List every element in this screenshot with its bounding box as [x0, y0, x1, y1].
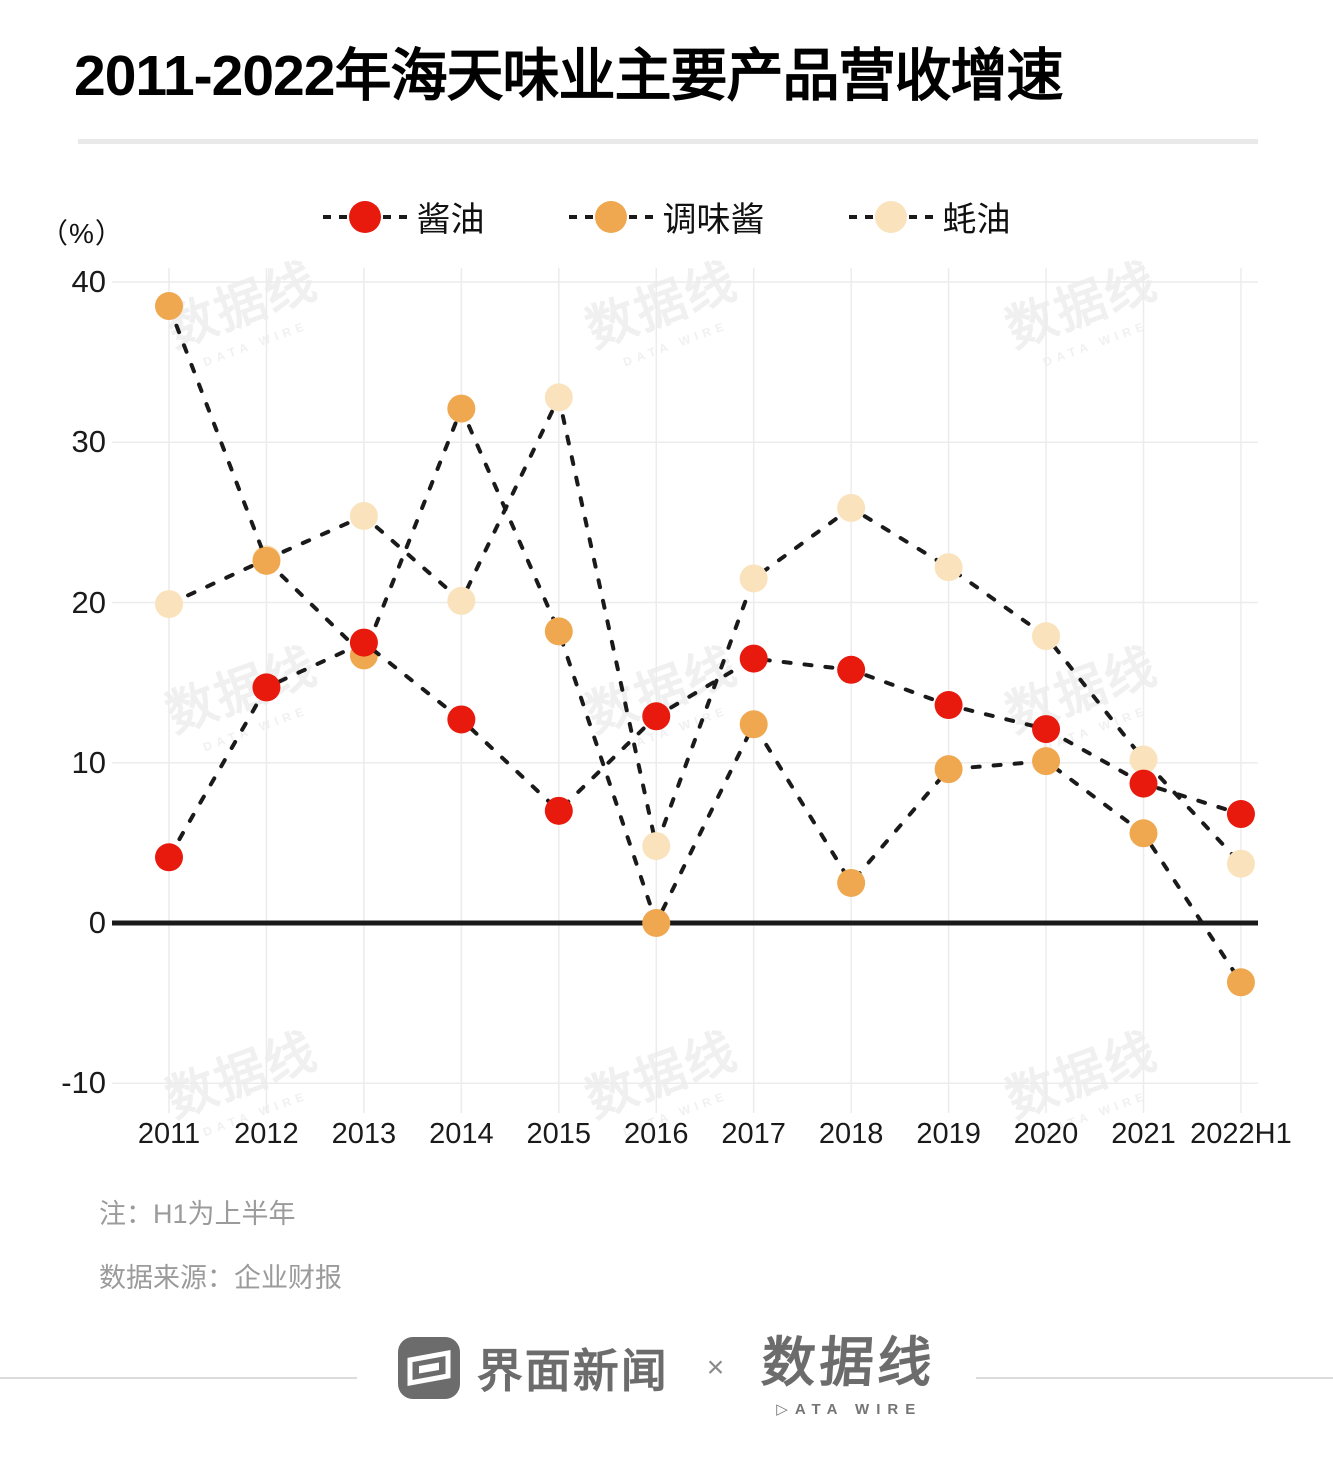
point-调味酱-2019: [934, 755, 963, 784]
point-蚝油-2017: [739, 564, 768, 593]
legend-dash: [322, 214, 347, 219]
datawire-caption: ▷ATA WIRE: [776, 1401, 923, 1418]
point-调味酱-2014: [447, 394, 476, 423]
point-调味酱-2011: [155, 292, 183, 321]
point-酱油-2022H1: [1226, 800, 1255, 829]
legend-item-酱油: 酱油: [322, 192, 485, 241]
x-label-2017: 2017: [721, 1118, 786, 1150]
x-label-2016: 2016: [623, 1118, 689, 1150]
series-line-蚝油: [167, 391, 1243, 866]
x-label-2020: 2020: [1013, 1118, 1079, 1150]
point-蚝油-2022H1: [1226, 849, 1255, 878]
legend-item-蚝油: 蚝油: [848, 192, 1011, 241]
point-蚝油-2018: [837, 493, 866, 522]
x-label-2011: 2011: [137, 1118, 201, 1150]
jiemian-label: 界面新闻: [476, 1345, 669, 1397]
x-label-2022H1: 2022H1: [1190, 1118, 1292, 1150]
point-调味酱-2020: [1032, 747, 1061, 776]
point-酱油-2014: [447, 705, 476, 734]
legend-dash: [382, 214, 407, 219]
point-调味酱-2018: [837, 868, 866, 897]
legend-item-调味酱: 调味酱: [568, 192, 765, 241]
point-调味酱-2016: [642, 909, 671, 937]
point-调味酱-2012: [252, 546, 281, 575]
point-酱油-2017: [739, 644, 768, 673]
point-酱油-2016: [642, 702, 671, 731]
x-label-2015: 2015: [526, 1118, 592, 1150]
y-tick-10: 10: [71, 744, 106, 780]
point-酱油-2012: [252, 673, 281, 702]
note-h1: 注：H1为上半年: [99, 1199, 296, 1229]
footer-logo-strip: 界面新闻 × 数据线 ▷ATA WIRE: [356, 1318, 977, 1418]
y-tick-40: 40: [71, 264, 106, 299]
point-蚝油-2015: [544, 383, 573, 412]
point-蚝油-2020: [1032, 622, 1061, 651]
datawire-label: 数据线: [759, 1333, 938, 1393]
point-蚝油-2019: [934, 553, 963, 582]
point-酱油-2013: [349, 628, 378, 657]
legend-dash: [848, 214, 873, 219]
point-酱油-2021: [1129, 769, 1158, 798]
y-tick-0: 0: [88, 905, 106, 940]
point-蚝油-2016: [642, 832, 671, 861]
legend-marker-酱油: [348, 200, 381, 233]
legend-dash: [908, 214, 933, 219]
point-酱油-2018: [837, 655, 866, 684]
collab-x-mark: ×: [706, 1351, 725, 1384]
x-label-2019: 2019: [916, 1118, 981, 1150]
legend-dash: [568, 214, 593, 219]
point-酱油-2011: [155, 843, 183, 872]
y-axis-unit-label: （%）: [40, 218, 124, 249]
series-line-酱油: [167, 640, 1243, 860]
point-酱油-2019: [934, 691, 963, 720]
point-调味酱-2015: [544, 617, 573, 646]
y-tick-30: 30: [71, 424, 106, 460]
point-蚝油-2011: [155, 590, 183, 619]
page-title: 2011-2022年海天味业主要产品营收增速: [74, 44, 1063, 108]
datawire-logo: 数据线 ▷ATA WIRE: [760, 1318, 938, 1418]
x-label-2014: 2014: [429, 1118, 494, 1150]
x-label-2012: 2012: [234, 1118, 299, 1150]
note-source: 数据来源：企业财报: [99, 1263, 342, 1293]
point-酱油-2020: [1032, 715, 1061, 744]
y-tick-20: 20: [71, 584, 106, 620]
point-调味酱-2021: [1129, 819, 1158, 848]
footer: 界面新闻 × 数据线 ▷ATA WIRE: [0, 1318, 1333, 1418]
legend-label-酱油: 酱油: [416, 201, 485, 239]
title-divider: [78, 139, 1258, 144]
point-蚝油-2013: [349, 501, 378, 530]
y-tick--10: -10: [61, 1065, 106, 1101]
jiemian-logo: 界面新闻: [397, 1335, 669, 1401]
x-label-2018: 2018: [818, 1118, 884, 1150]
legend-label-调味酱: 调味酱: [662, 201, 765, 239]
jiemian-news-icon: [397, 1337, 460, 1399]
x-label-2013: 2013: [331, 1118, 397, 1150]
point-蚝油-2021: [1129, 745, 1158, 774]
series-line-调味酱: [167, 304, 1243, 985]
point-调味酱-2022H1: [1226, 968, 1255, 997]
legend-dash: [628, 214, 653, 219]
legend-label-蚝油: 蚝油: [942, 201, 1011, 239]
point-蚝油-2014: [447, 586, 476, 615]
legend-marker-蚝油: [874, 200, 907, 233]
legend-marker-调味酱: [594, 200, 627, 233]
x-label-2021: 2021: [1111, 1118, 1176, 1150]
chart-legend: 酱油 调味酱 蚝油: [0, 192, 1333, 241]
point-酱油-2015: [544, 796, 573, 825]
point-调味酱-2017: [739, 710, 768, 739]
